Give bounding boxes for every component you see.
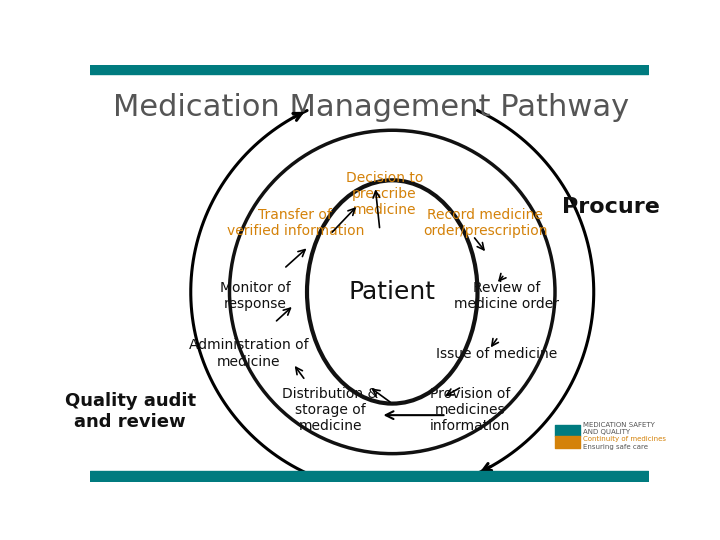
Text: Issue of medicine: Issue of medicine bbox=[436, 347, 557, 361]
Text: Administration of
medicine: Administration of medicine bbox=[189, 339, 309, 369]
Text: MEDICATION SAFETY
AND QUALITY: MEDICATION SAFETY AND QUALITY bbox=[583, 422, 654, 435]
Text: Provision of
medicines
information: Provision of medicines information bbox=[430, 387, 510, 433]
Text: Ensuring safe care: Ensuring safe care bbox=[583, 444, 648, 450]
Text: Monitor of
response: Monitor of response bbox=[220, 281, 290, 311]
Text: Record medicine
order/prescription: Record medicine order/prescription bbox=[423, 207, 547, 238]
Text: Continuity of medicines: Continuity of medicines bbox=[583, 436, 666, 442]
Text: Procure: Procure bbox=[562, 197, 660, 217]
Text: Distribution &
storage of
medicine: Distribution & storage of medicine bbox=[282, 387, 379, 433]
Text: Medication Management Pathway: Medication Management Pathway bbox=[113, 93, 629, 122]
Text: Transfer of
verified information: Transfer of verified information bbox=[227, 207, 364, 238]
Text: Decision to
prescribe
medicine: Decision to prescribe medicine bbox=[346, 171, 423, 218]
Text: Review of
medicine order: Review of medicine order bbox=[454, 281, 559, 311]
Text: Patient: Patient bbox=[348, 280, 436, 304]
Text: Quality audit
and review: Quality audit and review bbox=[65, 392, 196, 431]
